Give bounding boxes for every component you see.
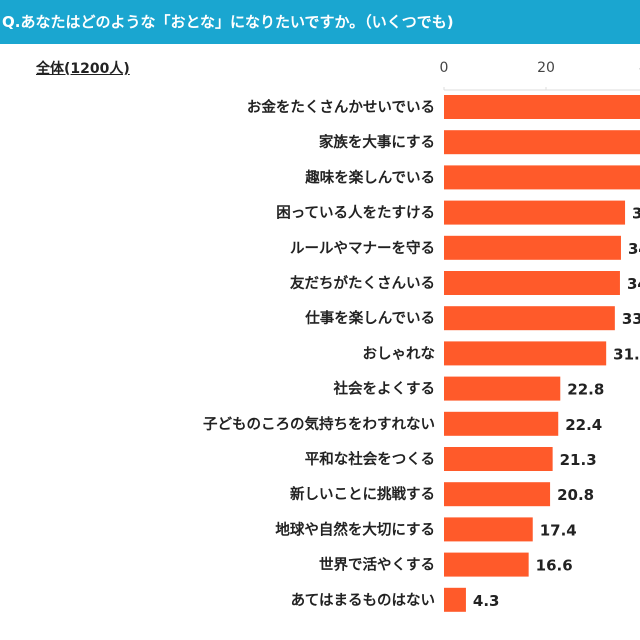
bar xyxy=(444,482,551,507)
bar xyxy=(444,411,559,436)
bar xyxy=(444,200,626,225)
data-label: 21.3 xyxy=(560,451,597,469)
bar xyxy=(444,587,466,612)
data-label: 34.5 xyxy=(627,275,640,293)
data-label: 17.4 xyxy=(540,521,577,539)
bar xyxy=(444,165,640,190)
category-label: 仕事を楽しんでいる xyxy=(304,309,435,327)
bar xyxy=(444,341,607,366)
bar xyxy=(444,271,620,295)
bar xyxy=(444,376,561,401)
category-label: ルールやマナーを守る xyxy=(290,239,435,257)
category-label: お金をたくさんかせいでいる xyxy=(247,98,435,116)
data-label: 35.5 xyxy=(632,205,640,223)
category-label: 趣味を楽しんでいる xyxy=(304,168,435,186)
data-label: 34.7 xyxy=(628,240,640,258)
category-label: 子どものころの気持ちをわすれない xyxy=(203,415,435,433)
category-label: 友だちがたくさんいる xyxy=(290,274,435,292)
data-label: 22.8 xyxy=(567,381,604,399)
bar xyxy=(444,552,529,577)
data-label: 31.8 xyxy=(613,345,640,363)
category-label: 困っている人をたすける xyxy=(276,205,435,222)
bar xyxy=(444,95,640,119)
bar xyxy=(444,235,621,260)
data-label: 20.8 xyxy=(557,486,594,504)
category-label: 平和な社会をつくる xyxy=(305,450,435,468)
category-label: 家族を大事にする xyxy=(319,133,435,151)
category-label: おしゃれな xyxy=(363,345,436,362)
data-label: 22.4 xyxy=(565,416,602,434)
x-tick-label: 20 xyxy=(537,60,555,76)
category-label: あてはまるものはない xyxy=(291,592,435,609)
bar xyxy=(444,130,640,155)
bar xyxy=(444,306,615,331)
category-label: 新しいことに挑戦する xyxy=(290,485,435,503)
category-label: 社会をよくする xyxy=(333,380,436,398)
data-label: 4.3 xyxy=(473,592,500,610)
bar xyxy=(444,447,553,471)
category-label: 世界で活やくする xyxy=(319,556,435,574)
sample-size-label: 全体(1200人) xyxy=(36,61,130,77)
bar xyxy=(444,517,533,542)
category-label: 地球や自然を大切にする xyxy=(275,520,435,538)
question-header: Q.あなたはどのような「おとな」になりたいですか。（いくつでも) xyxy=(0,0,640,44)
x-tick-label: 0 xyxy=(440,60,449,76)
data-label: 16.6 xyxy=(536,557,573,575)
data-label: 33.5 xyxy=(622,310,640,328)
